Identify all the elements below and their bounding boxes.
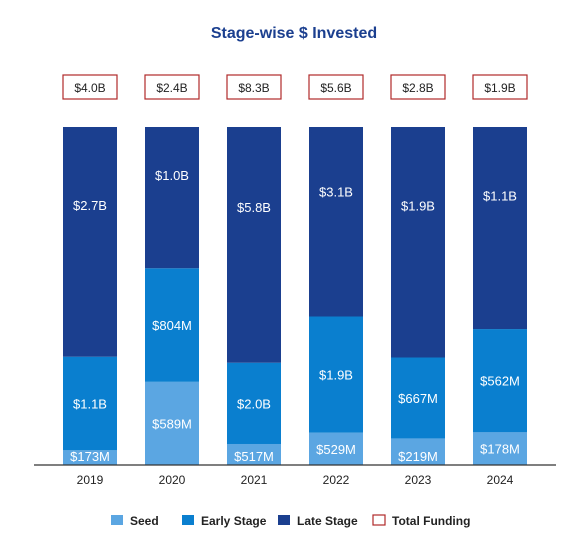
bar-label-early-2022: $1.9B (319, 368, 353, 383)
total-box-2022 (308, 74, 364, 100)
bar-cap-2022 (309, 127, 363, 133)
bar-label-seed-2023: $219M (398, 449, 438, 464)
bar-segment-seed-2024 (473, 432, 527, 465)
bar-label-seed-2021: $517M (234, 449, 274, 464)
bar-segment-late-2022 (309, 127, 363, 317)
legend-swatch-late-stage (278, 515, 290, 525)
total-label-2021: $8.3B (238, 81, 269, 95)
bar-segment-late-2023 (391, 127, 445, 358)
bar-segment-seed-2021 (227, 443, 281, 465)
bar-label-early-2024: $562M (480, 374, 520, 389)
x-tick-2019: 2019 (77, 473, 104, 487)
bar-label-late-2024: $1.1B (483, 189, 517, 204)
bar-label-late-2021: $5.8B (237, 200, 271, 215)
bar-label-early-2021: $2.0B (237, 396, 271, 411)
chart-title: Stage-wise $ Invested (211, 25, 377, 42)
legend-swatch-total-funding (372, 514, 386, 526)
legend-swatch-early-stage (182, 515, 194, 525)
x-tick-2022: 2022 (323, 473, 350, 487)
bar-segment-early-2021 (227, 362, 281, 444)
bar-segment-late-2020 (145, 127, 199, 269)
total-label-2022: $5.6B (320, 81, 351, 95)
total-box-2024 (472, 74, 528, 100)
x-tick-2020: 2020 (159, 473, 186, 487)
legend-label-seed: Seed (130, 514, 159, 528)
bar-label-early-2023: $667M (398, 391, 438, 406)
bar-cap-2024 (473, 127, 527, 133)
bar-segment-early-2023 (391, 357, 445, 439)
bar-segment-late-2019 (63, 127, 117, 357)
bar-segment-seed-2020 (145, 381, 199, 465)
bar-label-late-2019: $2.7B (73, 198, 107, 213)
x-tick-2024: 2024 (487, 473, 514, 487)
total-box-2023 (390, 74, 446, 100)
bar-segment-seed-2019 (63, 450, 117, 465)
bar-segment-seed-2022 (309, 432, 363, 465)
bar-label-seed-2020: $589M (152, 416, 192, 431)
x-tick-2021: 2021 (241, 473, 268, 487)
bar-label-seed-2022: $529M (316, 442, 356, 457)
bar-label-seed-2024: $178M (480, 442, 520, 457)
legend: Seed Early Stage Late Stage Total Funding (111, 514, 470, 528)
legend-label-late-stage: Late Stage (297, 514, 358, 528)
legend-swatch-seed (111, 515, 123, 525)
bar-cap-2020 (145, 127, 199, 133)
total-label-2023: $2.8B (402, 81, 433, 95)
total-label-2024: $1.9B (484, 81, 515, 95)
bar-label-late-2022: $3.1B (319, 184, 353, 199)
x-tick-labels: 2019 2020 2021 2022 2023 2024 (77, 473, 514, 487)
legend-label-early-stage: Early Stage (201, 514, 267, 528)
bar-label-late-2020: $1.0B (155, 168, 189, 183)
bar-segment-late-2021 (227, 127, 281, 363)
bar-segment-early-2020 (145, 268, 199, 382)
bars-layer: $173M $1.1B $2.7B $589M $804M $1.0B $517M $2.0B… (63, 127, 527, 465)
bar-label-late-2023: $1.9B (401, 198, 435, 213)
bar-label-seed-2019: $173M (70, 449, 110, 464)
totals-layer: $4.0B $2.4B $8.3B $5.6B $2.8B $1.9B (62, 74, 528, 100)
bar-segment-late-2024 (473, 127, 527, 330)
legend-label-total-funding: Total Funding (392, 514, 470, 528)
bar-segment-early-2019 (63, 356, 117, 451)
total-box-2020 (144, 74, 200, 100)
total-box-2021 (226, 74, 282, 100)
bar-segment-early-2022 (309, 316, 363, 433)
bar-cap-2023 (391, 127, 445, 133)
total-label-2019: $4.0B (74, 81, 105, 95)
x-tick-2023: 2023 (405, 473, 432, 487)
total-box-2019 (62, 74, 118, 100)
bar-label-early-2020: $804M (152, 318, 192, 333)
bar-segment-early-2024 (473, 329, 527, 433)
bar-cap-2021 (227, 127, 281, 133)
bar-segment-seed-2023 (391, 438, 445, 465)
bar-cap-2019 (63, 127, 117, 133)
total-label-2020: $2.4B (156, 81, 187, 95)
bar-label-early-2019: $1.1B (73, 396, 107, 411)
